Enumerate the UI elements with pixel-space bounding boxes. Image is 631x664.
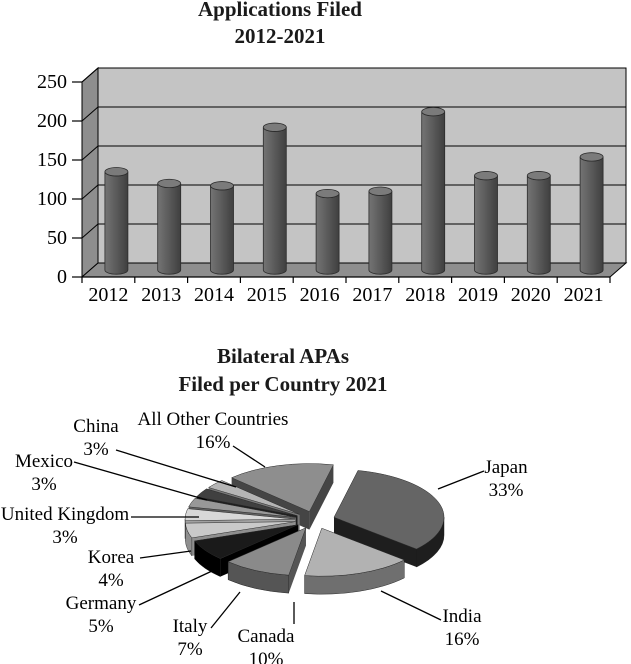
bar-top-2013 xyxy=(157,178,182,189)
pie-chart-title-line2: Filed per Country 2021 xyxy=(178,372,387,396)
bar-2015 xyxy=(262,127,287,275)
bar-2020 xyxy=(526,175,551,275)
bar-top-2018 xyxy=(421,107,446,117)
pie-label-pct-mexico: 3% xyxy=(31,474,57,495)
y-tick-label-100: 100 xyxy=(37,188,67,210)
pie-label-pct-united-kingdom: 3% xyxy=(52,527,78,548)
pie-label-united-kingdom: United Kingdom xyxy=(1,504,129,525)
bar-top-2021 xyxy=(579,152,604,162)
pie-label-pct-korea: 4% xyxy=(98,570,124,591)
bar-top-2015 xyxy=(262,122,287,132)
pie-label-pct-italy: 7% xyxy=(177,639,203,660)
leader-line-mexico xyxy=(73,461,208,501)
bar-2017 xyxy=(368,191,393,275)
bar-2013 xyxy=(157,183,182,275)
wall-connector-200 xyxy=(81,106,99,122)
x-category-label-2016: 2016 xyxy=(300,284,340,306)
x-category-label-2017: 2017 xyxy=(352,284,392,306)
pie-label-pct-japan: 33% xyxy=(489,480,524,501)
bar-chart-title-line1: Applications Filed xyxy=(198,0,362,21)
y-tick-label-150: 150 xyxy=(37,149,67,171)
bar-top-2014 xyxy=(210,181,234,191)
pie-slice-korea xyxy=(184,508,296,521)
wall-connector-100 xyxy=(81,184,99,200)
pie-slice-china xyxy=(208,480,300,515)
y-tick-label-250: 250 xyxy=(37,71,67,93)
pie-slice-germany xyxy=(185,521,296,539)
x-category-label-2014: 2014 xyxy=(194,284,234,306)
y-tick-label-200: 200 xyxy=(37,110,67,132)
plot-left-wall xyxy=(81,66,99,279)
bar-top-2017 xyxy=(368,186,393,196)
leader-line-china xyxy=(115,449,237,488)
bar-2016 xyxy=(315,193,340,275)
leader-line-italy xyxy=(210,591,241,629)
x-category-label-2013: 2013 xyxy=(141,284,181,306)
bar-chart: 0 50 100 150 200 250 2012 2013 2014 2015 2016 2017 2… xyxy=(37,66,628,306)
pie-slice-side-all-other-countries-1 xyxy=(309,464,334,530)
pie-label-pct-china: 3% xyxy=(83,439,109,460)
bar-top-2012 xyxy=(104,167,129,177)
pie-label-india: India xyxy=(442,606,482,627)
pie-label-all-other-countries: All Other Countries xyxy=(138,409,289,430)
pie-label-china: China xyxy=(73,416,119,437)
pie-label-mexico: Mexico xyxy=(15,451,73,472)
leader-line-germany xyxy=(138,570,213,606)
x-category-label-2020: 2020 xyxy=(511,284,551,306)
pie-slice-italy xyxy=(194,524,299,559)
bar-top-2019 xyxy=(474,171,498,181)
bar-top-2016 xyxy=(315,188,340,199)
wall-connector-250 xyxy=(81,67,99,83)
pie-label-italy: Italy xyxy=(173,616,208,637)
pie-label-germany: Germany xyxy=(66,593,137,614)
x-category-label-2018: 2018 xyxy=(405,284,445,306)
x-category-label-2021: 2021 xyxy=(564,284,604,306)
wall-connector-50 xyxy=(81,223,99,239)
pie-chart: All Other Countries16%Japan33%India16%Ca… xyxy=(1,409,528,664)
pie-label-pct-germany: 5% xyxy=(88,616,114,637)
pie-slice-canada xyxy=(227,527,307,576)
x-category-label-2015: 2015 xyxy=(247,284,287,306)
leader-line-japan xyxy=(437,470,485,490)
pie-label-korea: Korea xyxy=(88,547,135,568)
bar-2019 xyxy=(474,175,498,275)
pie-slice-japan xyxy=(333,470,445,550)
leader-line-korea xyxy=(139,550,192,559)
pie-label-pct-india: 16% xyxy=(445,629,480,650)
bar-2018 xyxy=(421,111,446,275)
x-category-label-2012: 2012 xyxy=(88,284,128,306)
leader-line-india xyxy=(380,590,442,621)
pie-label-pct-all-other-countries: 16% xyxy=(196,432,231,453)
pie-slice-all-other-countries xyxy=(231,463,334,512)
pie-slice-united-kingdom xyxy=(188,497,297,518)
bar-2014 xyxy=(210,185,234,275)
x-category-label-2019: 2019 xyxy=(458,284,498,306)
wall-connector-150 xyxy=(81,145,99,161)
bar-2012 xyxy=(104,171,129,275)
leader-line-all-other-countries xyxy=(232,445,266,468)
pie-slice-side-japan-1 xyxy=(334,517,417,568)
pie-label-pct-canada: 10% xyxy=(249,649,284,664)
pie-chart-title-line1: Bilateral APAs xyxy=(217,344,349,368)
y-tick-label-50: 50 xyxy=(47,227,67,249)
bar-chart-title-line2: 2012-2021 xyxy=(235,24,326,48)
y-tick-label-0: 0 xyxy=(57,266,67,288)
bar-2021 xyxy=(579,156,604,275)
pie-label-japan: Japan xyxy=(484,457,528,478)
bar-top-2020 xyxy=(526,171,551,181)
pie-label-canada: Canada xyxy=(238,626,296,647)
pie-slice-india xyxy=(304,527,405,577)
